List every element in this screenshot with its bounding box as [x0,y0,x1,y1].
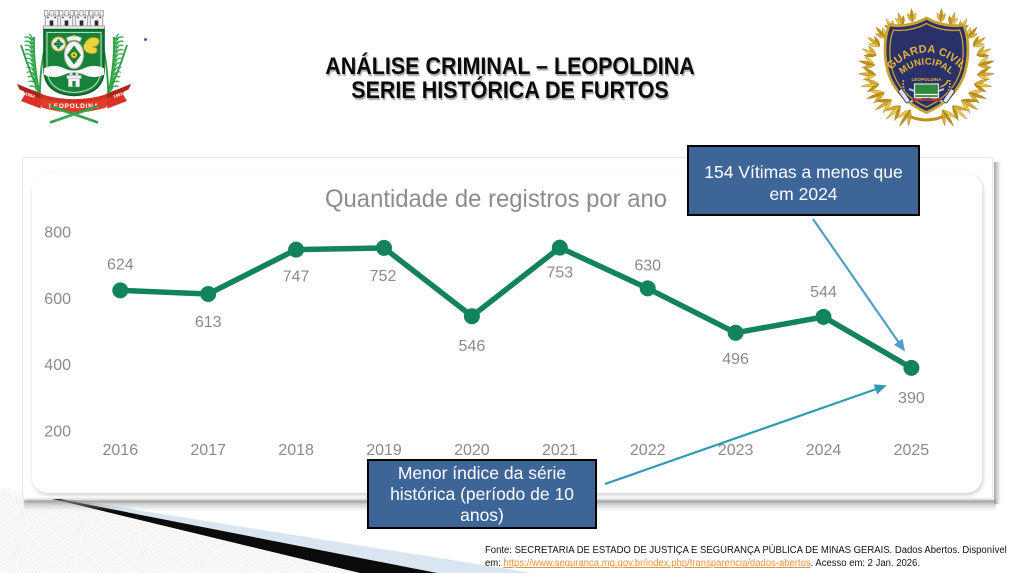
svg-text:624: 624 [107,256,134,273]
svg-text:2024: 2024 [806,442,842,459]
svg-text:LEOPOLDINA: LEOPOLDINA [911,77,942,82]
svg-text:2021: 2021 [542,442,578,459]
svg-text:2019: 2019 [366,442,402,459]
svg-text:390: 390 [898,390,925,407]
svg-text:400: 400 [44,357,71,374]
svg-text:Quantidade de registros por an: Quantidade de registros por ano [325,185,667,213]
svg-text:2023: 2023 [718,442,754,459]
svg-text:613: 613 [195,314,222,331]
svg-text:546: 546 [459,338,486,355]
svg-text:800: 800 [44,225,71,242]
svg-text:752: 752 [370,268,397,285]
svg-text:747: 747 [283,269,310,286]
svg-text:LEOPOLDINA: LEOPOLDINA [49,103,99,110]
svg-text:600: 600 [44,291,71,308]
svg-text:2018: 2018 [278,442,314,459]
svg-text:544: 544 [810,284,837,301]
svg-text:2016: 2016 [103,442,139,459]
svg-text:2017: 2017 [190,442,226,459]
svg-text:1861: 1861 [113,91,124,99]
svg-text:2020: 2020 [454,442,490,459]
svg-text:2022: 2022 [630,442,666,459]
svg-text:496: 496 [722,351,749,368]
svg-text:200: 200 [44,423,71,440]
svg-text:2025: 2025 [894,442,930,459]
svg-text:753: 753 [546,265,573,282]
svg-text:630: 630 [634,257,661,274]
svg-text:1854: 1854 [25,91,36,99]
